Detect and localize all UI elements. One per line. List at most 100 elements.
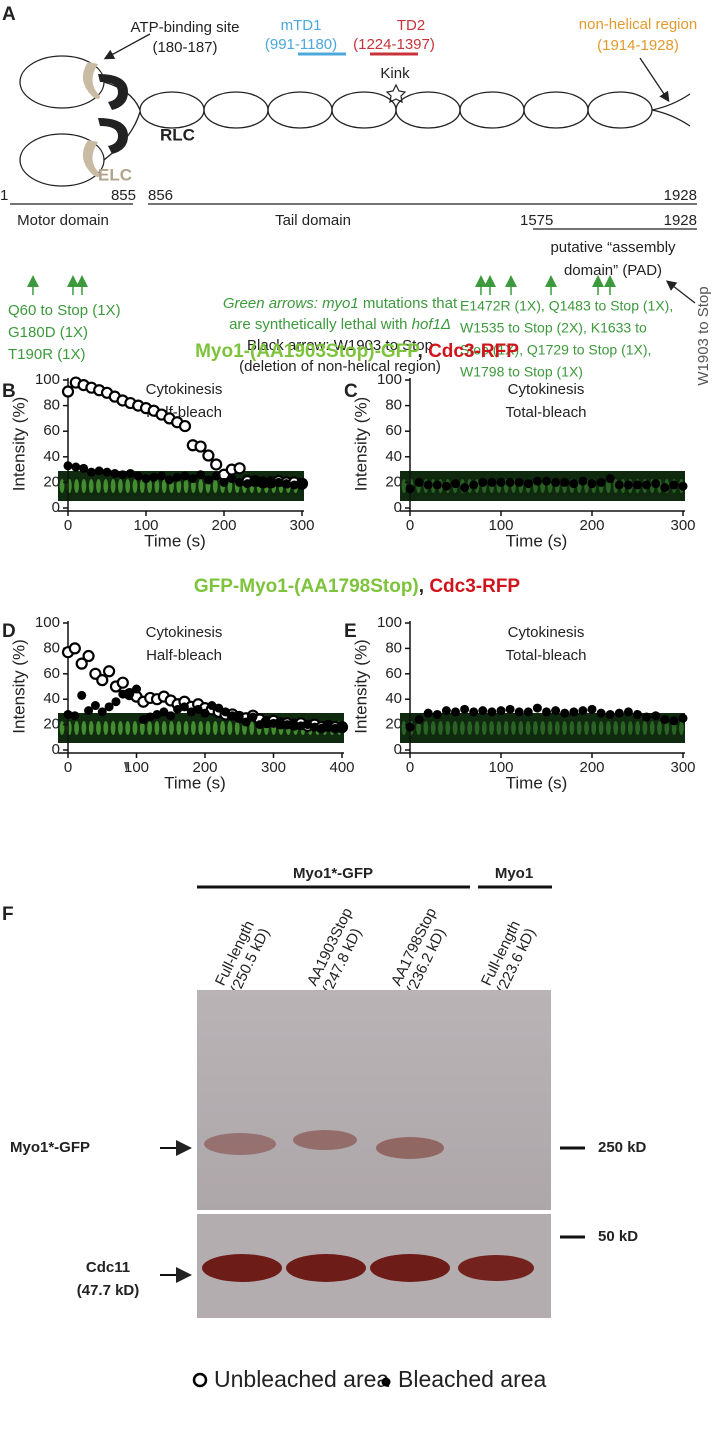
filled-point — [551, 706, 561, 716]
annotation: TD2 — [397, 17, 425, 34]
domain-label: domain” (PAD) — [564, 262, 662, 279]
kymograph-spot — [554, 721, 560, 735]
filled-point — [269, 718, 278, 728]
filled-point — [614, 480, 624, 490]
filled-point — [111, 697, 121, 707]
kymograph-spot — [176, 479, 182, 493]
filled-point — [255, 720, 265, 730]
filled-point — [569, 707, 579, 717]
kymograph-spot — [154, 479, 160, 493]
legend-text: Green arrows: myo1 mutations that — [223, 295, 458, 312]
x-tick-label: 100 — [488, 517, 513, 534]
open-point — [202, 449, 215, 462]
panel-label: C — [344, 381, 358, 402]
mutation-arrows — [27, 275, 616, 295]
text-run: Green arrows: — [223, 295, 322, 312]
chart-title: Cytokinesis — [146, 624, 223, 641]
kymograph-spot — [511, 721, 516, 735]
open-point — [194, 440, 207, 453]
filled-point — [211, 471, 221, 481]
x-tick-label: 0 — [406, 517, 414, 534]
filled-point — [133, 471, 143, 481]
kymograph-spot — [103, 479, 109, 493]
section-title: Myo1-(AA1903Stop)-GFP, Cdc3-RFP — [195, 341, 519, 362]
annotation: (1914-1928) — [597, 37, 679, 54]
filled-point — [323, 721, 333, 731]
kymograph-spot — [118, 721, 123, 735]
filled-point — [227, 711, 237, 721]
filled-point — [642, 712, 652, 722]
domain-label: Tail domain — [275, 212, 351, 229]
position: 856 — [148, 187, 173, 204]
x-tick-label: 300 — [289, 517, 314, 534]
y-tick-label: 40 — [385, 448, 402, 465]
kymograph-spot — [132, 479, 138, 493]
kymograph-spot — [635, 721, 640, 735]
filled-point — [551, 477, 561, 487]
filled-point — [203, 475, 213, 485]
filled-point — [605, 709, 615, 719]
legend-text: (deletion of non-helical region) — [239, 358, 441, 375]
kymograph-spot — [212, 479, 218, 493]
filled-point — [132, 684, 141, 694]
lane-label: AA1903Stop(247.8 kD) — [304, 905, 365, 996]
filled-point — [266, 477, 276, 487]
x-tick-label: 200 — [579, 517, 604, 534]
filled-point — [262, 717, 272, 727]
filled-point — [678, 713, 688, 723]
kymograph-spot — [496, 721, 502, 735]
mutation: Stop (1X), Q1729 to Stop (1X), — [460, 342, 651, 358]
chart-title: Total-bleach — [506, 647, 587, 664]
legend-text: are synthetically lethal with hof1Δ — [229, 316, 451, 333]
filled-point — [281, 479, 291, 489]
kymograph-spot — [191, 721, 196, 735]
kymograph-spot — [540, 721, 546, 735]
kymograph-spot — [161, 479, 167, 493]
position: 1928 — [664, 212, 697, 229]
y-tick-label: 100 — [35, 371, 60, 388]
kymograph-spot — [183, 479, 189, 493]
filled-point — [86, 467, 96, 477]
filled-point — [441, 706, 451, 716]
filled-point — [157, 471, 167, 481]
kymograph-spot — [562, 721, 567, 735]
y-tick-label: 100 — [35, 614, 60, 631]
y-axis-label: Intensity (%) — [351, 639, 370, 733]
kymograph-spot — [474, 721, 480, 735]
kymograph-spot — [598, 721, 604, 735]
kymograph-spot — [627, 721, 633, 735]
filled-point — [188, 474, 198, 484]
panel-label: A — [2, 4, 16, 25]
annotation: non-helical region — [579, 16, 697, 33]
filled-point — [487, 477, 497, 487]
y-tick-label: 60 — [385, 665, 402, 682]
domain-label: Motor domain — [17, 212, 109, 229]
x-axis-label: Time (s) — [144, 531, 206, 550]
mutation: W1798 to Stop (1X) — [460, 364, 583, 380]
filled-point — [235, 477, 245, 487]
filled-point — [633, 709, 642, 719]
kymograph-spot — [88, 721, 94, 735]
open-point — [68, 642, 81, 655]
filled-point — [678, 481, 688, 491]
group-label: Myo1*-GFP — [293, 865, 373, 882]
lane-label: AA1798Stop(236.2 kD) — [388, 905, 449, 996]
chart-title: Total-bleach — [506, 404, 587, 421]
filled-point — [289, 480, 299, 490]
position: 1928 — [664, 187, 697, 204]
kymograph-spot — [74, 721, 79, 735]
filled-point — [173, 704, 183, 714]
filled-point — [623, 707, 633, 717]
filled-point — [125, 468, 135, 478]
text-run: mutations that — [359, 295, 458, 312]
filled-point — [138, 715, 148, 725]
kymograph-spot — [679, 721, 684, 735]
filled-point — [469, 480, 479, 490]
y-axis-label: Intensity (%) — [9, 639, 28, 733]
domain-label: putative “assembly — [550, 239, 676, 256]
position: 855 — [111, 187, 136, 204]
kymograph-spot — [169, 721, 174, 735]
text-run: Cdc3-RFP — [428, 341, 519, 362]
